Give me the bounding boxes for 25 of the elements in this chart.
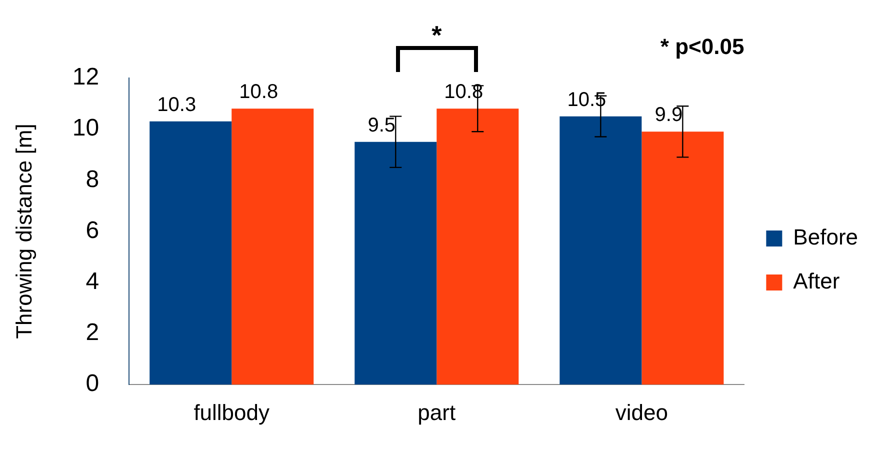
- y-axis-title: Throwing distance [m]: [11, 124, 36, 339]
- bar: [436, 108, 519, 385]
- data-label: 9.9: [654, 104, 683, 126]
- text: *: [432, 20, 443, 50]
- bar: [642, 132, 724, 385]
- bar: [150, 121, 232, 385]
- y-tick-label: 10: [72, 114, 100, 142]
- x-tick-label: fullbody: [194, 400, 270, 425]
- y-tick-label: 4: [86, 268, 100, 296]
- x-tick-label: part: [418, 400, 456, 425]
- y-tick-label: 8: [86, 166, 100, 193]
- y-tick-label: 12: [72, 64, 100, 91]
- data-label: 9.5: [368, 114, 396, 136]
- data-label: 10.8: [239, 81, 278, 104]
- data-label: 10.3: [157, 94, 196, 116]
- bar: [560, 116, 642, 385]
- legend-label: Before: [793, 224, 858, 250]
- bar: [232, 108, 314, 385]
- x-tick-label: video: [615, 400, 668, 425]
- y-tick-label: 0: [86, 370, 100, 398]
- bar: [354, 142, 437, 385]
- y-tick-label: 6: [86, 216, 100, 244]
- text: * p<0.05: [660, 34, 744, 60]
- y-tick-label: 2: [86, 319, 100, 346]
- legend-label: After: [793, 268, 840, 294]
